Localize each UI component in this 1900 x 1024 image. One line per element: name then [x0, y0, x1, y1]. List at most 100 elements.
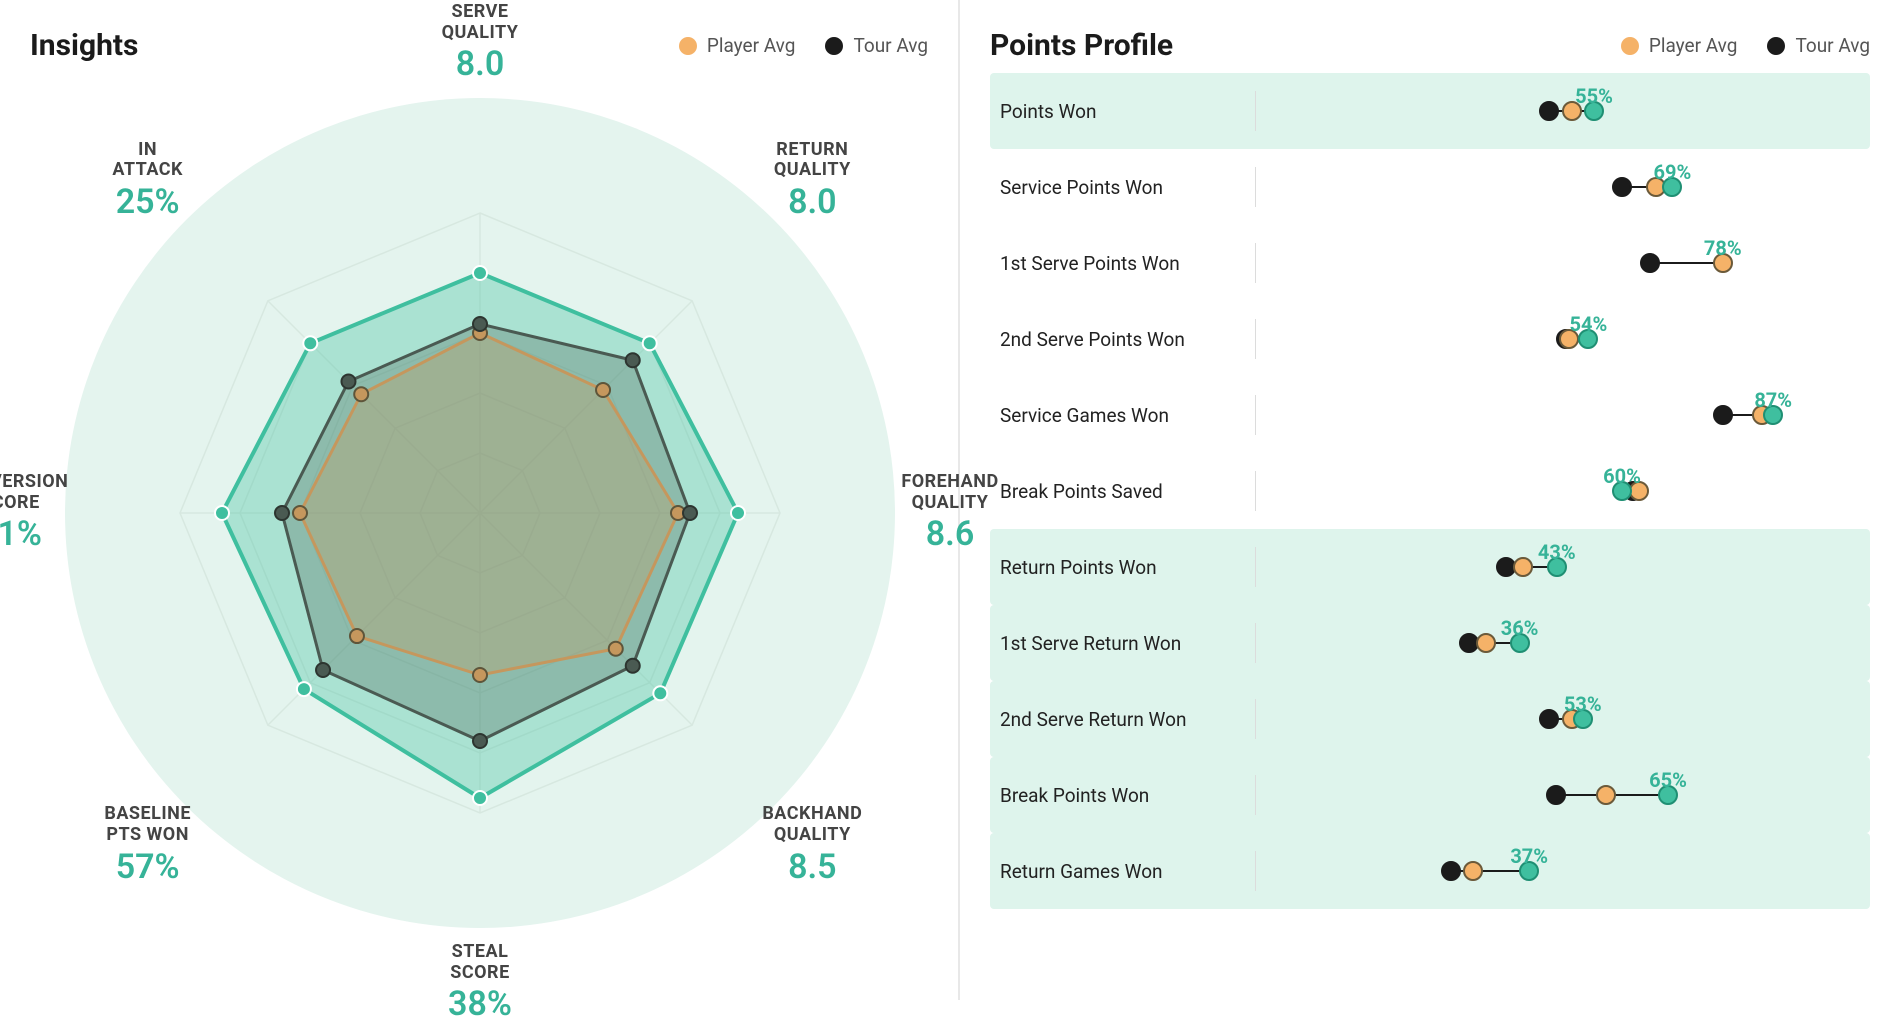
insights-panel: Insights Player Avg Tour Avg SERVEQUALIT… — [0, 0, 960, 1000]
tour-dot-icon — [1767, 37, 1785, 55]
points-row-label: Service Points Won — [1000, 176, 1255, 199]
points-row-label: Return Games Won — [1000, 860, 1255, 883]
legend-tour: Tour Avg — [1767, 34, 1870, 57]
radar-axis-label: INATTACK25% — [112, 139, 183, 221]
legend-player-label: Player Avg — [707, 34, 796, 57]
legend-tour-label: Tour Avg — [1795, 34, 1870, 57]
points-row-percent: 87% — [1754, 388, 1792, 412]
radar-axis-name: SERVEQUALITY — [442, 2, 519, 43]
player-dot-icon — [1513, 557, 1533, 577]
radar-axis-label: CONVERSIONSCORE71% — [0, 472, 68, 554]
radar-axis-name: BASELINEPTS WON — [104, 804, 191, 845]
radar-axis-value: 8.5 — [762, 847, 862, 886]
radar-axis-value: 8.0 — [774, 183, 851, 222]
radar-axis-name: RETURNQUALITY — [774, 139, 851, 180]
points-row-chart: 65% — [1286, 770, 1860, 820]
points-row: 1st Serve Return Won 36% — [990, 605, 1870, 681]
radar-axis-value: 57% — [104, 847, 191, 886]
points-row-label: Points Won — [1000, 100, 1255, 123]
radar-axis-label: STEALSCORE38% — [448, 942, 512, 1024]
radar-axis-label: RETURNQUALITY8.0 — [774, 139, 851, 221]
tour-dot-icon — [1546, 785, 1566, 805]
points-row: Service Points Won 69% — [990, 149, 1870, 225]
points-row-chart: 36% — [1286, 618, 1860, 668]
points-row-percent: 43% — [1538, 540, 1576, 564]
legend-player: Player Avg — [679, 34, 796, 57]
radar-chart: SERVEQUALITY8.0RETURNQUALITY8.0FOREHANDQ… — [30, 73, 930, 973]
points-row-label: Service Games Won — [1000, 404, 1255, 427]
row-separator — [1255, 699, 1256, 739]
insights-title: Insights — [30, 28, 138, 63]
row-separator — [1255, 623, 1256, 663]
points-header: Points Profile Player Avg Tour Avg — [990, 28, 1870, 63]
legend-player-label: Player Avg — [1649, 34, 1738, 57]
radar-axis-value: 25% — [112, 183, 183, 222]
points-row: Return Points Won 43% — [990, 529, 1870, 605]
points-row-label: 1st Serve Return Won — [1000, 632, 1255, 655]
points-row: 1st Serve Points Won 78% — [990, 225, 1870, 301]
points-row-chart: 69% — [1286, 162, 1860, 212]
points-row: Return Games Won 37% — [990, 833, 1870, 909]
points-row-percent: 60% — [1603, 464, 1641, 488]
legend-player: Player Avg — [1621, 34, 1738, 57]
points-row-percent: 65% — [1649, 768, 1687, 792]
tour-dot-icon — [1539, 101, 1559, 121]
row-separator — [1255, 851, 1256, 891]
legend-tour: Tour Avg — [825, 34, 928, 57]
radar-axis-name: CONVERSIONSCORE — [0, 472, 68, 513]
points-row: 2nd Serve Return Won 53% — [990, 681, 1870, 757]
row-separator — [1255, 91, 1256, 131]
points-row-percent: 36% — [1501, 616, 1539, 640]
row-separator — [1255, 243, 1256, 283]
tour-dot-icon — [1713, 405, 1733, 425]
points-legend: Player Avg Tour Avg — [1621, 34, 1870, 57]
radar-axis-value: 38% — [448, 985, 512, 1024]
radar-axis-value: 71% — [0, 515, 68, 554]
insights-legend: Player Avg Tour Avg — [679, 34, 928, 57]
tour-dot-icon — [1539, 709, 1559, 729]
row-separator — [1255, 167, 1256, 207]
row-separator — [1255, 775, 1256, 815]
row-separator — [1255, 547, 1256, 587]
radar-axis-name: BACKHANDQUALITY — [762, 804, 862, 845]
points-row-percent: 78% — [1704, 236, 1742, 260]
points-row-percent: 55% — [1575, 84, 1613, 108]
points-row-chart: 55% — [1286, 86, 1860, 136]
points-row-percent: 53% — [1564, 692, 1602, 716]
radar-axis-label: SERVEQUALITY8.0 — [442, 2, 519, 84]
tour-dot-icon — [825, 37, 843, 55]
points-row-label: Break Points Won — [1000, 784, 1255, 807]
points-row-label: Break Points Saved — [1000, 480, 1255, 503]
points-row-label: 2nd Serve Return Won — [1000, 708, 1255, 731]
player-dot-icon — [1621, 37, 1639, 55]
points-panel: Points Profile Player Avg Tour Avg Point… — [960, 0, 1900, 1000]
player-dot-icon — [1463, 861, 1483, 881]
points-row-label: 1st Serve Points Won — [1000, 252, 1255, 275]
points-row: Service Games Won 87% — [990, 377, 1870, 453]
points-row: Break Points Won 65% — [990, 757, 1870, 833]
points-row-chart: 87% — [1286, 390, 1860, 440]
legend-tour-label: Tour Avg — [853, 34, 928, 57]
tour-dot-icon — [1441, 861, 1461, 881]
player-dot-icon — [1596, 785, 1616, 805]
points-row-chart: 37% — [1286, 846, 1860, 896]
points-row-percent: 37% — [1510, 844, 1548, 868]
points-row: Break Points Saved 60% — [990, 453, 1870, 529]
points-row-label: 2nd Serve Points Won — [1000, 328, 1255, 351]
points-rows: Points Won 55% Service Points Won 69% 1st Se… — [990, 73, 1870, 909]
points-row-chart: 43% — [1286, 542, 1860, 592]
points-row: Points Won 55% — [990, 73, 1870, 149]
points-row: 2nd Serve Points Won 54% — [990, 301, 1870, 377]
row-separator — [1255, 471, 1256, 511]
points-row-chart: 53% — [1286, 694, 1860, 744]
player-dot-icon — [679, 37, 697, 55]
points-row-percent: 69% — [1654, 160, 1692, 184]
radar-axis-value: 8.0 — [442, 45, 519, 84]
radar-axis-name: STEALSCORE — [448, 942, 512, 983]
points-row-label: Return Points Won — [1000, 556, 1255, 579]
radar-axis-label: BACKHANDQUALITY8.5 — [762, 804, 862, 886]
points-row-percent: 54% — [1570, 312, 1608, 336]
points-row-chart: 54% — [1286, 314, 1860, 364]
points-row-chart: 60% — [1286, 466, 1860, 516]
points-title: Points Profile — [990, 28, 1173, 63]
